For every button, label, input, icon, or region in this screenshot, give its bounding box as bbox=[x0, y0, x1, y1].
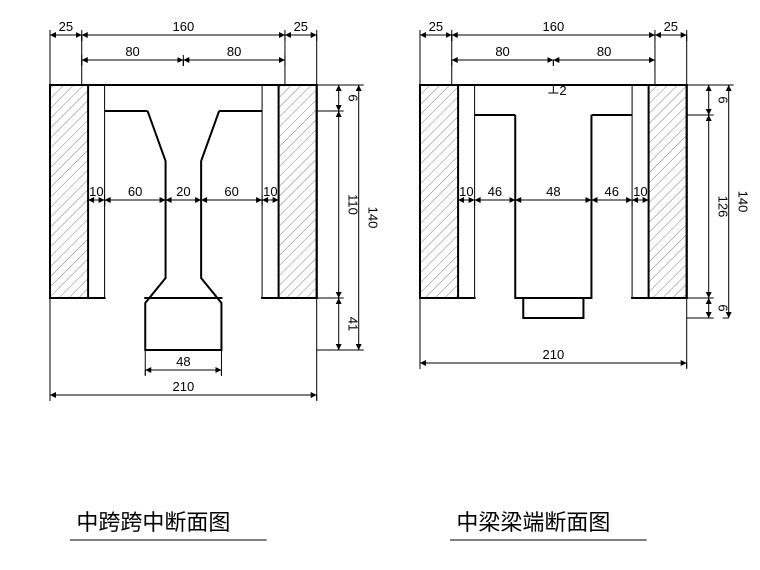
svg-text:中跨跨中断面图: 中跨跨中断面图 bbox=[76, 510, 230, 535]
svg-text:10: 10 bbox=[89, 184, 103, 199]
svg-text:10: 10 bbox=[633, 184, 647, 199]
svg-text:中梁梁端断面图: 中梁梁端断面图 bbox=[456, 510, 610, 535]
svg-text:80: 80 bbox=[597, 44, 611, 59]
svg-text:41: 41 bbox=[346, 317, 361, 331]
svg-text:25: 25 bbox=[294, 19, 308, 34]
svg-text:160: 160 bbox=[172, 19, 194, 34]
svg-text:60: 60 bbox=[128, 184, 142, 199]
svg-text:210: 210 bbox=[172, 379, 194, 394]
diagram-canvas: 25160258080106020601048210611014041中跨跨中断… bbox=[0, 0, 760, 570]
svg-text:25: 25 bbox=[429, 19, 443, 34]
left-section: 25160258080106020601048210611014041中跨跨中断… bbox=[50, 19, 381, 540]
svg-text:210: 210 bbox=[542, 347, 564, 362]
svg-text:2: 2 bbox=[559, 83, 566, 98]
left-pier-hatch bbox=[50, 85, 88, 298]
svg-text:140: 140 bbox=[366, 207, 381, 229]
svg-text:25: 25 bbox=[59, 19, 73, 34]
svg-text:80: 80 bbox=[495, 44, 509, 59]
svg-text:80: 80 bbox=[227, 44, 241, 59]
svg-text:160: 160 bbox=[542, 19, 564, 34]
svg-text:6: 6 bbox=[716, 304, 731, 311]
svg-text:20: 20 bbox=[176, 184, 190, 199]
right-section: 251602580801046484610210621261406中梁梁端断面图 bbox=[420, 19, 751, 540]
svg-text:140: 140 bbox=[736, 191, 751, 213]
svg-text:60: 60 bbox=[224, 184, 238, 199]
svg-text:46: 46 bbox=[605, 184, 619, 199]
svg-text:80: 80 bbox=[125, 44, 139, 59]
svg-text:48: 48 bbox=[546, 184, 560, 199]
right-pier-hatch bbox=[279, 85, 317, 298]
svg-text:10: 10 bbox=[263, 184, 277, 199]
svg-text:25: 25 bbox=[664, 19, 678, 34]
svg-text:46: 46 bbox=[488, 184, 502, 199]
svg-text:48: 48 bbox=[176, 354, 190, 369]
t-girder-outline bbox=[145, 111, 221, 350]
svg-text:10: 10 bbox=[459, 184, 473, 199]
